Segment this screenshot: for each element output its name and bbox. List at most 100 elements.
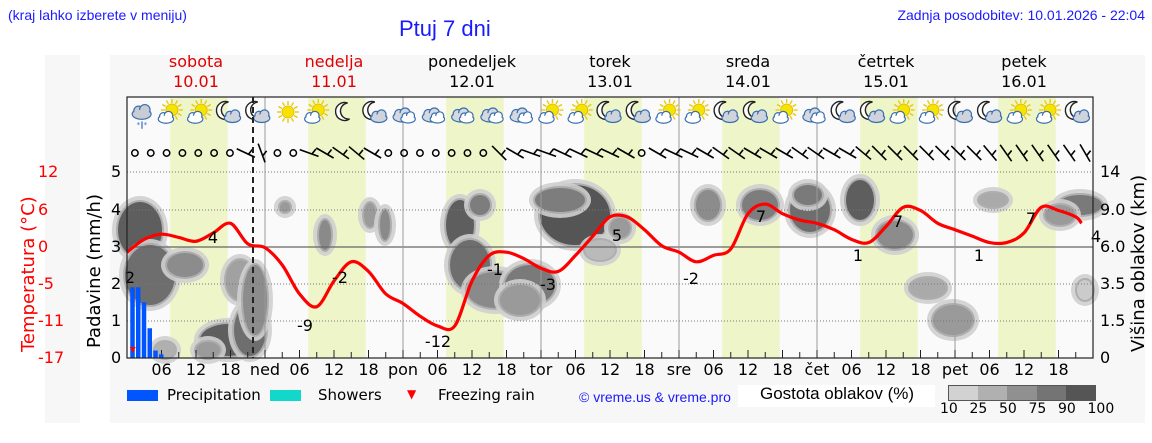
night-cloudy-icon	[596, 100, 622, 124]
legend-freezing-rain: Freezing rain	[438, 386, 535, 404]
legend-precipitation: Precipitation	[167, 386, 261, 404]
x-tick: 12	[185, 360, 207, 379]
x-tick: 06	[565, 360, 586, 379]
cloudy-icon	[480, 107, 504, 124]
wind-barb-icon	[966, 145, 982, 161]
temperature-labels: 2 4 -9 -2 -12 -1 -3 5 -2 7 1 7 1 7 4	[125, 207, 1101, 351]
wind-barb-icon	[759, 147, 778, 159]
axis-tick: 4	[111, 200, 122, 219]
temperature-label: -1	[487, 260, 503, 279]
wind-barb-icon	[983, 144, 998, 162]
wind-barb-icon	[663, 148, 683, 158]
freezing-rain-icon: ▼	[407, 387, 417, 401]
cloud-density-layer	[112, 174, 1108, 364]
wind-barb-icon	[743, 147, 762, 159]
night-cloudy-icon	[859, 100, 886, 124]
partly-sunny-icon	[304, 99, 330, 124]
axis-tick: 1	[111, 311, 122, 330]
wind-barb-icon	[1047, 144, 1060, 162]
night-cloudy-icon	[1064, 100, 1091, 124]
x-tick: 12	[461, 360, 483, 379]
day-date: 14.01	[725, 72, 771, 91]
wind-barb-icon	[505, 147, 525, 159]
x-tick: 18	[1048, 360, 1069, 379]
axis-tick: 5	[111, 162, 122, 181]
wind-barb-icon	[1079, 143, 1092, 163]
wind-barb-icon	[950, 145, 967, 161]
wind-barb-icon	[536, 148, 557, 158]
plot-frame	[126, 96, 1094, 359]
density-tick: 25	[969, 401, 988, 417]
moon-icon	[334, 101, 350, 122]
copyright-link[interactable]: © vreme.us & vreme.pro	[579, 389, 731, 405]
temperature-label: -3	[540, 275, 556, 294]
night-cloudy-icon	[713, 100, 739, 124]
wind-barb-icon	[903, 145, 919, 161]
sunny-icon	[277, 101, 299, 123]
wind-barb-icon	[648, 147, 667, 159]
wind-barb-icon	[1062, 144, 1076, 162]
wind-barb-icon	[348, 145, 365, 161]
night-cloudy-icon	[362, 100, 388, 124]
temperature-label: 4	[1091, 227, 1101, 246]
temperature-label: 2	[125, 268, 135, 287]
axis-tick: -11	[38, 311, 65, 330]
day-header: nedelja 11.01	[264, 52, 404, 92]
density-tick: 10	[940, 401, 958, 417]
day-date: 11.01	[311, 72, 357, 91]
x-tick: sre	[666, 360, 692, 379]
x-tick: 18	[496, 360, 517, 379]
axis-tick: -17	[38, 348, 65, 367]
temperature-axis-label: Temperatura (°C)	[18, 196, 39, 352]
x-tick: 06	[841, 360, 862, 379]
freezing-rain-icon	[129, 347, 136, 353]
wind-barb-icon	[934, 145, 951, 161]
x-tick: 06	[151, 360, 172, 379]
wind-barb-icon	[236, 148, 256, 158]
axis-tick: 0	[111, 348, 122, 367]
wind-barb-icon	[887, 145, 903, 161]
density-tick: 90	[1058, 401, 1076, 417]
wind-barb-icon	[822, 147, 841, 159]
temperature-label: 7	[893, 212, 903, 231]
day-name: sreda	[725, 52, 771, 71]
axis-tick: 9.0	[1100, 200, 1126, 219]
x-tick: pon	[387, 360, 419, 379]
night-cloudy-icon	[976, 100, 1003, 124]
precipitation-axis-label: Padavine (mm/h)	[84, 194, 105, 348]
day-name: ponedeljek	[428, 52, 516, 71]
partly-sunny-icon	[655, 99, 681, 124]
wind-barb-icon	[999, 144, 1013, 162]
x-tick: ned	[249, 360, 281, 379]
cloud-snow-icon: *‖*	[131, 103, 152, 129]
wind-barb-icon	[491, 145, 507, 161]
temperature-label: 5	[612, 226, 622, 245]
temperature-label: 1	[853, 246, 863, 265]
day-header: sobota 10.01	[126, 52, 266, 92]
partly-sunny-icon	[157, 99, 183, 124]
x-tick: 18	[220, 360, 241, 379]
wind-barb-icon	[775, 147, 794, 159]
temperature-label: -2	[332, 268, 348, 287]
partly-sunny-icon	[1006, 99, 1032, 124]
night-cloudy-icon	[215, 100, 242, 124]
day-date: 12.01	[449, 72, 495, 91]
axis-tick: 2	[111, 274, 122, 293]
wind-barb-icon	[855, 145, 872, 161]
wind-barb-icon	[838, 147, 857, 159]
wind-barb-icon	[807, 146, 825, 160]
x-tick: 18	[772, 360, 793, 379]
cloud-height-axis-label: Višina oblakov (km)	[1128, 174, 1149, 352]
night-cloudy-icon	[245, 100, 271, 124]
page-title: Ptuj 7 dni	[399, 16, 491, 41]
axis-tick: 14	[1100, 162, 1121, 181]
night-cloudy-icon	[830, 100, 856, 124]
wind-barb-icon	[257, 143, 268, 163]
day-date: 10.01	[173, 72, 219, 91]
wind-barb-icon	[521, 148, 541, 158]
axis-tick: 1.5	[1100, 311, 1126, 330]
wind-barb-icon	[299, 148, 319, 158]
day-name: četrtek	[857, 52, 915, 71]
showers-swatch	[270, 390, 301, 401]
